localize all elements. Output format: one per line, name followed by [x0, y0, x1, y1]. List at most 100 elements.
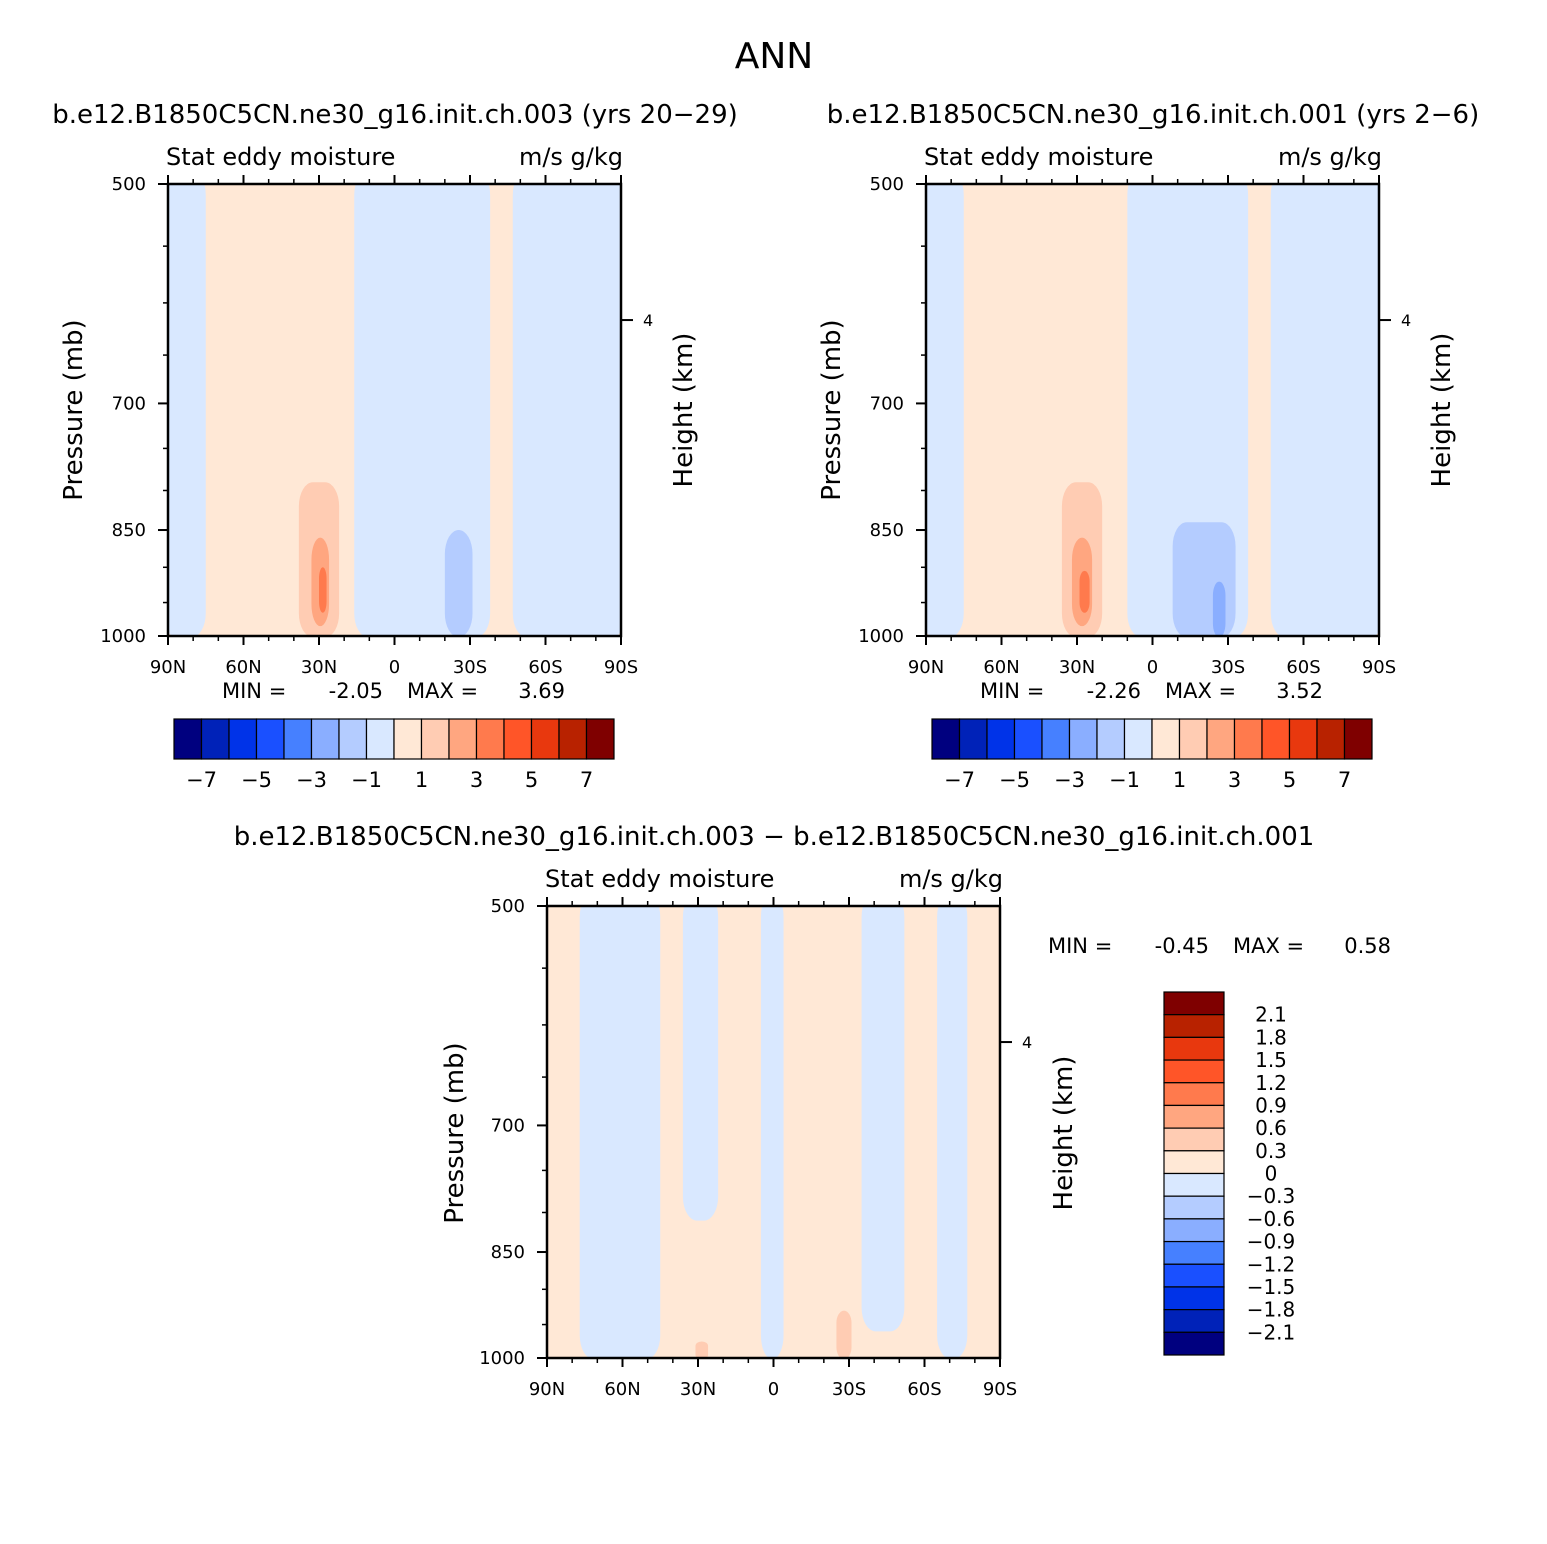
colorbar-swatch	[338, 718, 368, 760]
x-tick-label: 60S	[1286, 657, 1320, 678]
colorbar-swatch	[1163, 1172, 1225, 1197]
panel-2-title: b.e12.B1850C5CN.ne30_g16.init.ch.001 (yr…	[827, 100, 1479, 130]
colorbar-label: 0.3	[1255, 1139, 1287, 1163]
colorbar-swatch	[200, 718, 230, 760]
panel-2-max-label: MAX =	[1165, 679, 1236, 703]
panel-1-contour-fill	[168, 184, 621, 636]
x-tick-label: 60S	[528, 657, 562, 678]
colorbar-swatch	[310, 718, 340, 760]
panel-3-region-7	[695, 1341, 709, 1358]
x-tick-label: 90S	[1362, 657, 1396, 678]
colorbar-swatch	[1151, 718, 1181, 760]
height-tick-label: 4	[1022, 1033, 1032, 1052]
panel-3-region-1	[579, 906, 661, 1358]
y-tick-label: 700	[112, 393, 146, 414]
panel-3-title: b.e12.B1850C5CN.ne30_g16.init.ch.003 − b…	[234, 822, 1315, 852]
panel-3-right-label: m/s g/kg	[899, 865, 1003, 893]
colorbar-swatch	[448, 718, 478, 760]
x-tick-label: 90N	[529, 1379, 565, 1400]
colorbar-label: −7	[944, 768, 975, 792]
colorbar-swatch	[475, 718, 505, 760]
colorbar-swatch	[1163, 1331, 1225, 1356]
colorbar-label: −3	[296, 768, 327, 792]
colorbar-label: 5	[525, 768, 538, 792]
colorbar-label: 0	[1265, 1162, 1278, 1186]
panel-1-fill-layer	[168, 184, 621, 636]
panel-2-ylabel: Pressure (mb)	[817, 319, 847, 500]
colorbar-swatch	[1316, 718, 1346, 760]
panel-2-region-1	[926, 184, 964, 636]
x-tick-label: 60N	[225, 657, 261, 678]
panel-3-region-5	[937, 906, 968, 1358]
panel-1-axes: 90N 60N 30N 0 30S 60S 90S 500 700 850 1000 4	[100, 174, 653, 678]
colorbar-swatch	[1288, 718, 1318, 760]
panel-3-contour-fill	[547, 906, 1000, 1358]
colorbar-label: −0.9	[1247, 1230, 1296, 1254]
colorbar-swatch	[1233, 718, 1263, 760]
y-tick-label: 500	[491, 896, 525, 917]
colorbar-swatch	[558, 718, 588, 760]
panel-1-min-value: -2.05	[329, 679, 383, 703]
colorbar-label: 7	[580, 768, 593, 792]
panel-2-region-8	[1079, 570, 1090, 613]
colorbar-swatch	[420, 718, 450, 760]
panel-2-colorbar: −7 −5 −3 −1 1 3 5 7	[931, 718, 1373, 792]
y-tick-label: 1000	[858, 626, 904, 647]
x-tick-label: 30N	[680, 1379, 716, 1400]
panel-2: b.e12.B1850C5CN.ne30_g16.init.ch.001 (yr…	[817, 100, 1479, 792]
panel-1-right-label: m/s g/kg	[519, 143, 623, 171]
panel-1-region-4	[444, 530, 473, 636]
colorbar-swatch	[1123, 718, 1153, 760]
colorbar-swatch	[1163, 1218, 1225, 1243]
colorbar-label: 1	[1173, 768, 1186, 792]
colorbar-swatch	[1163, 1036, 1225, 1061]
colorbar-swatch	[1041, 718, 1071, 760]
colorbar-label: −5	[999, 768, 1030, 792]
y-tick-label: 1000	[479, 1348, 525, 1369]
panel-1-min-label: MIN =	[222, 679, 286, 703]
x-tick-label: 30N	[301, 657, 337, 678]
colorbar-swatch	[1163, 1014, 1225, 1038]
colorbar-label: −2.1	[1247, 1320, 1296, 1344]
y-tick-label: 850	[491, 1242, 525, 1263]
colorbar-swatch	[1163, 1240, 1225, 1265]
colorbar-label: −0.6	[1247, 1207, 1296, 1231]
colorbar-swatch	[1163, 1059, 1225, 1084]
panel-1-region-2	[354, 184, 491, 636]
panel-2-min-label: MIN =	[980, 679, 1044, 703]
colorbar-swatch	[1343, 718, 1373, 760]
y-tick-label: 850	[112, 520, 146, 541]
panel-1-colorbar: −7 −5 −3 −1 1 3 5 7	[173, 718, 615, 792]
panel-3-region-3	[760, 906, 784, 1358]
panel-3-colorbar: 2.11.81.51.20.90.60.30−0.3−0.6−0.9−1.2−1…	[1163, 991, 1296, 1356]
colorbar-swatch	[1178, 718, 1208, 760]
colorbar-swatch	[958, 718, 988, 760]
panel-1-region-3	[512, 184, 621, 636]
panel-2-ylabel-right: Height (km)	[1427, 333, 1457, 488]
panel-1-region-1	[168, 184, 206, 636]
colorbar-swatch	[173, 718, 203, 760]
x-tick-label: 0	[1147, 657, 1158, 678]
x-tick-label: 30S	[832, 1379, 866, 1400]
panel-3-region-4	[861, 906, 905, 1332]
panel-3-region-2	[682, 906, 719, 1221]
colorbar-swatch	[1068, 718, 1098, 760]
colorbar-label: −5	[241, 768, 272, 792]
colorbar-swatch	[585, 718, 615, 760]
y-tick-label: 500	[112, 174, 146, 195]
panel-1-left-label: Stat eddy moisture	[166, 143, 395, 171]
colorbar-label: 1.8	[1255, 1025, 1287, 1049]
panel-1-region-7	[319, 567, 327, 613]
panel-2-contour-fill	[926, 184, 1379, 636]
panel-2-max-value: 3.52	[1276, 679, 1323, 703]
colorbar-label: 3	[1228, 768, 1241, 792]
x-tick-label: 0	[389, 657, 400, 678]
panel-2-right-label: m/s g/kg	[1278, 143, 1382, 171]
colorbar-swatch	[1163, 1082, 1225, 1107]
colorbar-label: −3	[1054, 768, 1085, 792]
panel-3-ylabel-right: Height (km)	[1049, 1056, 1079, 1211]
colorbar-label: 1.5	[1255, 1048, 1287, 1072]
panel-1-max-value: 3.69	[518, 679, 565, 703]
colorbar-swatch	[365, 718, 395, 760]
colorbar-swatch	[1013, 718, 1043, 760]
